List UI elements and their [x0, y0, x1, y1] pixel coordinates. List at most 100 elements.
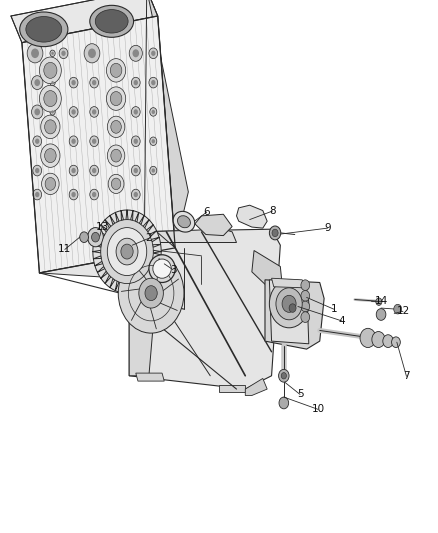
- Circle shape: [33, 165, 42, 176]
- Circle shape: [383, 335, 393, 348]
- Circle shape: [139, 278, 163, 308]
- Circle shape: [90, 165, 99, 176]
- Polygon shape: [237, 205, 267, 228]
- Circle shape: [84, 44, 100, 63]
- Circle shape: [107, 116, 125, 138]
- Circle shape: [151, 51, 155, 56]
- Polygon shape: [129, 229, 158, 376]
- Text: 5: 5: [297, 390, 304, 399]
- Text: 12: 12: [396, 306, 410, 316]
- Circle shape: [101, 220, 153, 284]
- Circle shape: [69, 136, 78, 147]
- Circle shape: [69, 107, 78, 117]
- Circle shape: [152, 110, 155, 114]
- Circle shape: [39, 57, 61, 84]
- Circle shape: [90, 77, 99, 88]
- Circle shape: [31, 49, 39, 58]
- Circle shape: [131, 107, 140, 117]
- Circle shape: [111, 178, 121, 190]
- Circle shape: [88, 49, 96, 58]
- Circle shape: [50, 109, 55, 115]
- Circle shape: [394, 304, 402, 314]
- Circle shape: [41, 144, 60, 167]
- Circle shape: [90, 189, 99, 200]
- Circle shape: [281, 373, 286, 379]
- Circle shape: [32, 105, 43, 119]
- Circle shape: [131, 136, 140, 147]
- Circle shape: [35, 192, 39, 197]
- Circle shape: [61, 51, 66, 56]
- Circle shape: [150, 166, 157, 175]
- Circle shape: [152, 168, 155, 173]
- Circle shape: [152, 139, 155, 143]
- Circle shape: [149, 48, 158, 59]
- Circle shape: [376, 298, 382, 305]
- Circle shape: [34, 79, 40, 86]
- Circle shape: [44, 62, 57, 78]
- Circle shape: [301, 312, 310, 322]
- Ellipse shape: [20, 12, 68, 47]
- Circle shape: [92, 232, 99, 242]
- Circle shape: [80, 232, 88, 243]
- Circle shape: [279, 369, 289, 382]
- Circle shape: [45, 177, 56, 190]
- Circle shape: [71, 109, 76, 115]
- Circle shape: [279, 397, 289, 409]
- Circle shape: [134, 139, 138, 144]
- Polygon shape: [39, 248, 201, 309]
- Circle shape: [111, 149, 121, 162]
- Circle shape: [129, 45, 142, 61]
- Polygon shape: [136, 248, 201, 284]
- Polygon shape: [272, 278, 304, 288]
- Circle shape: [92, 168, 96, 173]
- Polygon shape: [136, 229, 237, 243]
- Circle shape: [69, 165, 78, 176]
- Circle shape: [59, 48, 68, 59]
- Circle shape: [50, 79, 55, 86]
- Circle shape: [45, 149, 56, 163]
- Text: 7: 7: [403, 372, 410, 381]
- Circle shape: [45, 120, 56, 134]
- Circle shape: [107, 145, 125, 166]
- Circle shape: [289, 304, 296, 312]
- Ellipse shape: [173, 212, 195, 232]
- Text: 6: 6: [203, 207, 210, 217]
- Circle shape: [71, 80, 76, 85]
- Text: 1: 1: [330, 304, 337, 314]
- Circle shape: [35, 139, 39, 144]
- Circle shape: [88, 228, 103, 247]
- Circle shape: [111, 120, 121, 133]
- Circle shape: [50, 50, 55, 56]
- Text: 2: 2: [145, 233, 152, 243]
- Polygon shape: [147, 0, 188, 248]
- Circle shape: [90, 136, 99, 147]
- Circle shape: [90, 107, 99, 117]
- Circle shape: [69, 77, 78, 88]
- Circle shape: [132, 50, 139, 58]
- Circle shape: [110, 92, 122, 106]
- Circle shape: [116, 238, 138, 265]
- Polygon shape: [219, 385, 245, 392]
- Ellipse shape: [95, 10, 128, 33]
- Circle shape: [360, 328, 376, 348]
- Circle shape: [69, 189, 78, 200]
- Circle shape: [106, 59, 126, 82]
- Circle shape: [134, 168, 138, 173]
- Circle shape: [107, 228, 147, 276]
- Ellipse shape: [26, 17, 62, 42]
- Circle shape: [110, 63, 122, 77]
- Circle shape: [92, 192, 96, 197]
- Circle shape: [269, 280, 309, 328]
- Text: 13: 13: [95, 222, 109, 232]
- Polygon shape: [22, 16, 175, 273]
- Circle shape: [27, 44, 43, 63]
- Polygon shape: [269, 280, 309, 344]
- Circle shape: [51, 52, 54, 55]
- Circle shape: [151, 80, 155, 85]
- Circle shape: [32, 76, 43, 90]
- Polygon shape: [11, 0, 158, 43]
- Polygon shape: [265, 280, 324, 349]
- Ellipse shape: [153, 259, 171, 278]
- Text: 14: 14: [375, 296, 389, 305]
- Circle shape: [145, 286, 157, 301]
